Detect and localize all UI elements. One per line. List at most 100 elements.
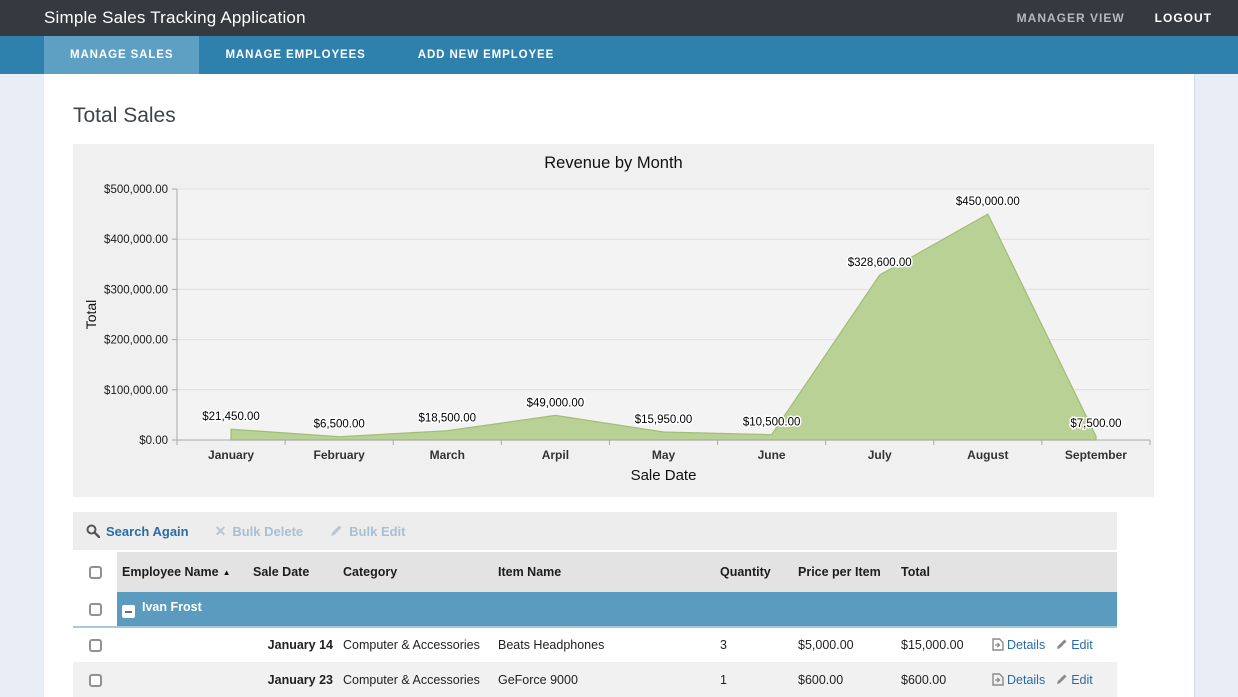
details-link[interactable]: Details — [991, 638, 1045, 652]
employee-name-cell — [117, 627, 248, 662]
x-tick-label: March — [430, 448, 465, 462]
sales-table: Employee Name ▲ Sale Date Category Item N… — [73, 552, 1117, 697]
edit-label: Edit — [1071, 638, 1093, 652]
group-name: Ivan Frost — [142, 599, 202, 614]
value-label: $450,000.00 — [956, 196, 1020, 208]
column-header-sale-date[interactable]: Sale Date — [253, 565, 310, 579]
x-tick-label: September — [1065, 448, 1127, 462]
details-icon — [992, 672, 1004, 686]
value-label: $18,500.00 — [418, 413, 476, 425]
select-all-checkbox[interactable] — [88, 566, 102, 580]
price-per-item-cell: $600.00 — [798, 672, 844, 687]
item-name-cell: GeForce 9000 — [498, 672, 578, 687]
bulk-edit-label: Bulk Edit — [349, 523, 406, 539]
column-header-quantity[interactable]: Quantity — [720, 565, 771, 579]
value-label: $6,500.00 — [314, 419, 365, 431]
chart-title: Revenue by Month — [544, 154, 683, 172]
y-tick-label: $0.00 — [139, 435, 168, 447]
manager-view-link[interactable]: MANAGER VIEW — [1016, 11, 1125, 25]
logout-link[interactable]: LOGOUT — [1154, 11, 1212, 25]
revenue-chart-svg: $0.00 $100,000.00 $200,000.00 $300,000.00 $4… — [83, 154, 1151, 484]
edit-link[interactable]: Edit — [1055, 673, 1093, 687]
value-label: $7,500.00 — [1070, 418, 1121, 430]
value-label: $10,500.00 — [743, 417, 801, 429]
sale-date-cell: January 14 — [267, 638, 333, 652]
category-cell: Computer & Accessories — [343, 638, 480, 652]
column-header-employee-name[interactable]: Employee Name ▲ — [117, 552, 248, 592]
edit-link[interactable]: Edit — [1055, 638, 1093, 652]
column-header-category[interactable]: Category — [343, 565, 398, 579]
y-tick-label: $200,000.00 — [104, 335, 168, 347]
x-tick-label: Arpil — [542, 448, 569, 462]
app-header: Simple Sales Tracking Application MANAGE… — [0, 0, 1238, 36]
table-row: January 14 Computer & Accessories Beats … — [73, 627, 1117, 662]
sale-date-cell: January 23 — [267, 672, 333, 687]
sort-asc-icon: ▲ — [222, 568, 231, 577]
bulk-delete-button[interactable]: ✕ Bulk Delete — [215, 523, 304, 540]
table-row: January 23 Computer & Accessories GeForc… — [73, 662, 1117, 697]
item-name-cell: Beats Headphones — [498, 638, 605, 652]
total-cell: $600.00 — [901, 672, 947, 687]
y-tick-label: $400,000.00 — [104, 234, 168, 246]
column-header-price-per-item[interactable]: Price per Item — [798, 565, 881, 579]
edit-label: Edit — [1071, 672, 1093, 687]
search-again-label: Search Again — [106, 523, 189, 539]
x-tick-label: July — [868, 448, 892, 462]
search-again-button[interactable]: Search Again — [86, 524, 189, 539]
edit-pencil-icon — [1057, 673, 1067, 684]
x-tick-label: May — [652, 448, 676, 462]
pencil-icon — [331, 525, 342, 536]
group-row-checkbox-cell — [73, 592, 117, 628]
details-label: Details — [1007, 672, 1046, 687]
app-title: Simple Sales Tracking Application — [44, 8, 306, 27]
tab-manage-sales[interactable]: MANAGE SALES — [44, 36, 200, 74]
y-tick-label: $100,000.00 — [104, 385, 168, 397]
content-card: Total Sales $0.00 $100,000.00 $200,000.00 $… — [44, 74, 1195, 697]
employee-name-header-label: Employee Name — [122, 565, 219, 579]
group-row-header: Ivan Frost — [117, 592, 1117, 628]
details-link[interactable]: Details — [991, 673, 1045, 687]
page-title: Total Sales — [73, 104, 176, 127]
row-checkbox[interactable] — [88, 673, 102, 687]
tab-add-new-employee[interactable]: ADD NEW EMPLOYEE — [417, 49, 555, 61]
y-tick-label: $300,000.00 — [104, 284, 168, 296]
y-tick-label: $500,000.00 — [104, 184, 168, 196]
actions-cell: Details Edit — [986, 627, 1117, 662]
quantity-cell: 3 — [720, 638, 727, 652]
column-header-item-name[interactable]: Item Name — [498, 565, 562, 579]
x-tick-label: June — [758, 448, 786, 462]
bulk-delete-label: Bulk Delete — [232, 523, 304, 539]
column-header-actions — [986, 552, 1117, 592]
main-nav: MANAGE SALES MANAGE EMPLOYEES ADD NEW EM… — [0, 36, 1238, 74]
bulk-edit-button[interactable]: Bulk Edit — [329, 523, 406, 539]
search-icon — [86, 524, 100, 538]
collapse-group-icon[interactable] — [122, 605, 135, 619]
group-row-checkbox[interactable] — [88, 603, 102, 617]
value-label: $15,950.00 — [635, 414, 693, 426]
quantity-cell: 1 — [720, 672, 727, 687]
actions-cell: Details Edit — [986, 662, 1117, 697]
details-icon — [992, 638, 1004, 651]
edit-pencil-icon — [1057, 639, 1067, 649]
y-axis-title: Total — [83, 300, 99, 330]
value-label: $21,450.00 — [202, 411, 260, 423]
x-tick-label: February — [313, 448, 365, 462]
x-axis-title: Sale Date — [631, 467, 697, 484]
table-header-row: Employee Name ▲ Sale Date Category Item N… — [73, 552, 1117, 592]
x-tick-label: January — [208, 448, 254, 462]
category-cell: Computer & Accessories — [343, 672, 480, 687]
value-label: $49,000.00 — [527, 397, 585, 409]
total-cell: $15,000.00 — [901, 638, 964, 652]
column-header-total[interactable]: Total — [901, 565, 930, 579]
x-tick-label: August — [967, 448, 1008, 462]
revenue-chart: $0.00 $100,000.00 $200,000.00 $300,000.00 $4… — [73, 144, 1154, 497]
employee-name-cell — [117, 662, 248, 697]
details-label: Details — [1007, 638, 1046, 652]
select-all-header — [73, 552, 117, 592]
group-row-ivan-frost[interactable]: Ivan Frost — [73, 592, 1117, 628]
delete-icon: ✕ — [214, 522, 227, 539]
tab-manage-employees[interactable]: MANAGE EMPLOYEES — [225, 49, 366, 61]
table-toolbar: Search Again ✕ Bulk Delete Bulk Edit — [73, 512, 1117, 550]
row-checkbox[interactable] — [88, 639, 102, 653]
price-per-item-cell: $5,000.00 — [798, 638, 854, 652]
